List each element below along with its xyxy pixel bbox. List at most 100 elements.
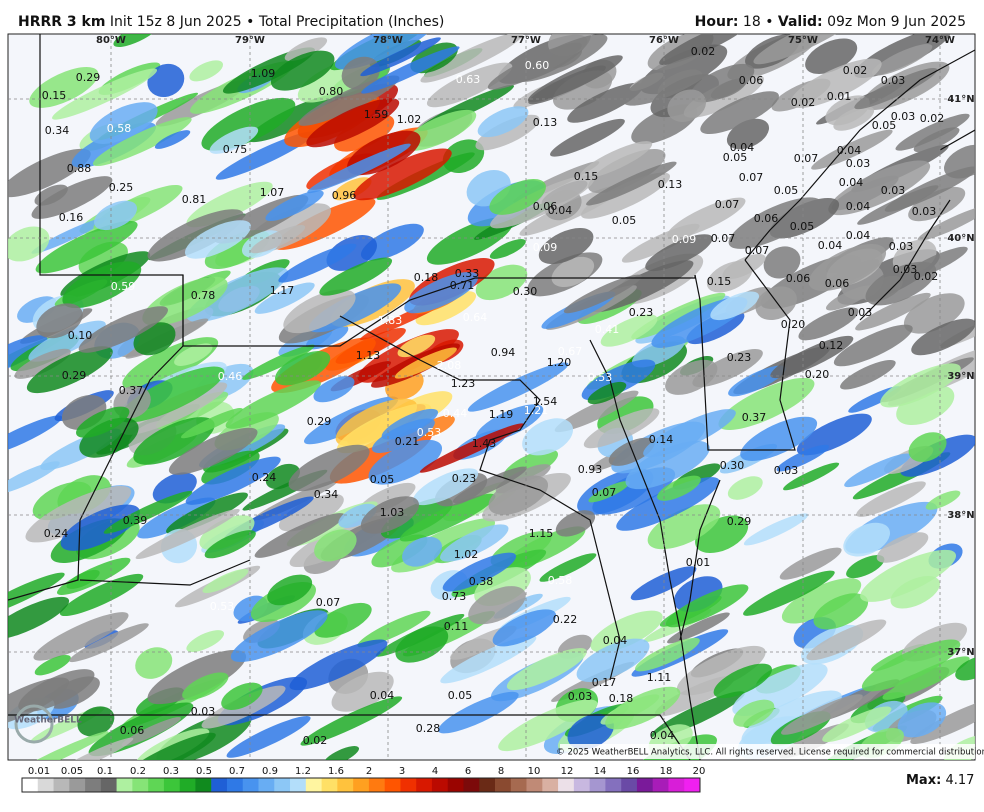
- precip-value: 0.13: [533, 116, 558, 129]
- legend-swatch: [368, 778, 385, 792]
- precip-value: 0.06: [120, 724, 145, 737]
- precip-cell: [551, 256, 595, 288]
- precip-cell: [89, 102, 158, 144]
- precip-cell: [307, 143, 411, 194]
- precip-value: 0.10: [68, 329, 93, 342]
- precip-cell: [419, 423, 524, 473]
- precip-value: 0.88: [67, 162, 92, 175]
- precip-value: 0.60: [525, 59, 550, 72]
- precip-cell: [944, 144, 975, 179]
- precip-cell: [806, 619, 887, 661]
- legend-label: 0.05: [61, 766, 83, 777]
- precip-cell: [31, 217, 107, 254]
- precip-cell: [846, 555, 885, 579]
- precip-cell: [35, 220, 138, 274]
- precip-cell: [833, 106, 875, 131]
- map-labels: 80°W 79°W 78°W 77°W 76°W 75°W 74°W 41°N 40°N 39°N…: [42, 35, 975, 747]
- precip-cell: [895, 113, 970, 151]
- legend-swatch: [510, 778, 527, 792]
- precip-value: 0.29: [307, 415, 332, 428]
- precip-cell: [77, 706, 115, 737]
- precip-cell: [580, 141, 653, 179]
- precip-cell: [92, 117, 192, 167]
- precip-value: 0.22: [553, 613, 578, 626]
- precip-cell: [357, 610, 431, 648]
- precip-cell: [861, 639, 961, 692]
- precip-cell: [334, 114, 395, 152]
- legend-label: 0.3: [163, 766, 179, 777]
- latitude-label: 40°N: [947, 233, 974, 244]
- precip-cell: [581, 172, 671, 219]
- precip-cell: [908, 432, 947, 462]
- precip-cell: [854, 68, 938, 110]
- precip-cell: [871, 44, 933, 76]
- legend-swatch: [542, 778, 559, 792]
- precip-cell: [489, 179, 546, 215]
- precip-cell: [590, 610, 663, 653]
- precip-value: 0.20: [781, 318, 806, 331]
- precip-cell: [700, 91, 779, 135]
- legend-swatch: [53, 778, 70, 792]
- legend-swatch: [416, 778, 433, 792]
- longitude-label: 76°W: [649, 35, 679, 46]
- legend-label: 2: [366, 766, 372, 777]
- precip-value: 0.04: [837, 144, 862, 157]
- precip-cell: [728, 197, 822, 249]
- legend-swatch: [463, 778, 480, 792]
- legend-swatch: [400, 778, 417, 792]
- precip-cell: [76, 406, 130, 438]
- legend-label: 10: [528, 766, 541, 777]
- precip-cell: [278, 493, 344, 532]
- precip-cell: [770, 335, 854, 379]
- precip-value: 0.75: [223, 143, 248, 156]
- precip-cell: [59, 573, 144, 617]
- precip-cell: [380, 497, 453, 539]
- precip-cell: [174, 343, 213, 366]
- precip-cell: [600, 314, 658, 347]
- precip-value: 0.06: [739, 74, 764, 87]
- precip-cell: [113, 34, 159, 48]
- precip-cell: [783, 462, 840, 491]
- legend-swatch: [526, 778, 543, 792]
- precip-value: 1.09: [251, 67, 276, 80]
- precip-cell: [876, 532, 929, 563]
- precip-cell: [8, 148, 91, 198]
- precip-cell: [442, 552, 517, 592]
- precip-cell: [605, 686, 681, 730]
- precip-value: 0.02: [791, 96, 816, 109]
- precip-cell: [147, 209, 244, 262]
- precip-cell: [440, 635, 537, 684]
- precip-value: 0.03: [893, 263, 918, 276]
- precip-cell: [781, 578, 862, 624]
- legend-label: 1.6: [328, 766, 344, 777]
- legend-swatch: [621, 778, 638, 792]
- legend-swatch: [37, 778, 54, 792]
- precip-cell: [647, 504, 721, 550]
- precip-value: 1.07: [260, 186, 285, 199]
- precip-cell: [300, 696, 403, 746]
- precip-value: 0.03: [774, 464, 799, 477]
- precip-cell: [78, 306, 168, 353]
- precip-cell: [341, 56, 380, 90]
- precip-value: 0.28: [416, 722, 441, 735]
- precip-value: 0.06: [825, 277, 850, 290]
- precip-value: 0.12: [819, 339, 844, 352]
- precip-value: 1.11: [647, 671, 672, 684]
- graticule: [8, 34, 975, 760]
- precip-value: 0.37: [119, 384, 144, 397]
- precip-value: 0.03: [568, 690, 593, 703]
- precip-cell: [925, 490, 961, 510]
- precip-cell: [440, 524, 509, 562]
- precip-value: 0.07: [794, 152, 819, 165]
- precip-cell: [397, 334, 436, 358]
- precip-cell: [8, 731, 109, 760]
- hour: 18: [743, 14, 761, 30]
- precip-cell: [314, 529, 357, 562]
- precip-cell: [209, 126, 259, 154]
- model: HRRR 3 km: [18, 14, 105, 30]
- precip-cell: [667, 89, 707, 122]
- precip-value: 0.07: [711, 232, 736, 245]
- precip-cell: [25, 485, 132, 543]
- precip-cell: [69, 623, 149, 663]
- precip-value: 0.15: [42, 89, 67, 102]
